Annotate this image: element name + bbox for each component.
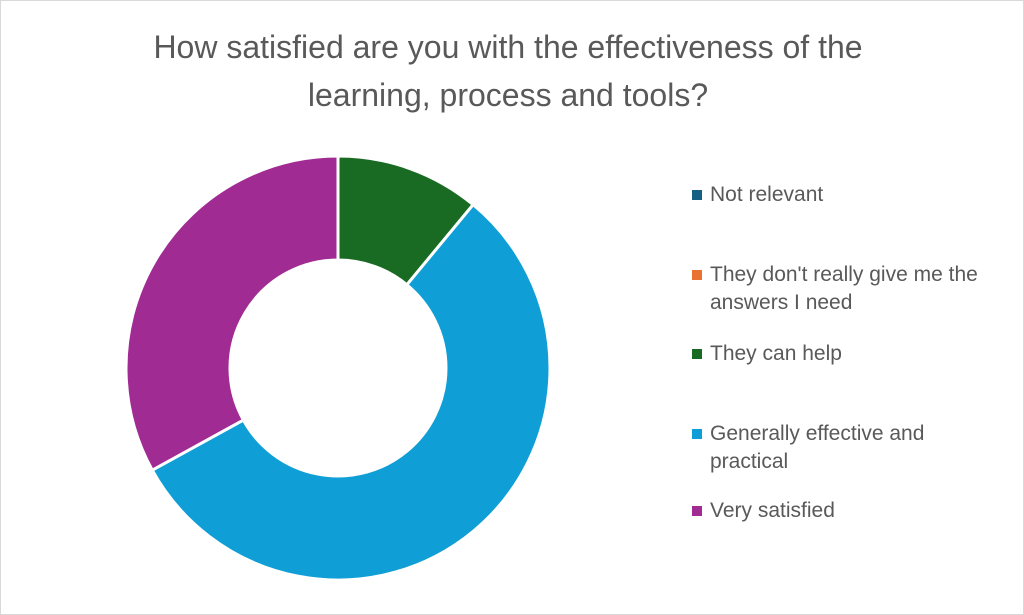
donut-slices (124, 154, 552, 582)
slice-very-satisfied (124, 154, 340, 473)
chart-title: How satisfied are you with the effective… (153, 29, 863, 113)
slice-generally-effective-and-practical (150, 202, 552, 582)
